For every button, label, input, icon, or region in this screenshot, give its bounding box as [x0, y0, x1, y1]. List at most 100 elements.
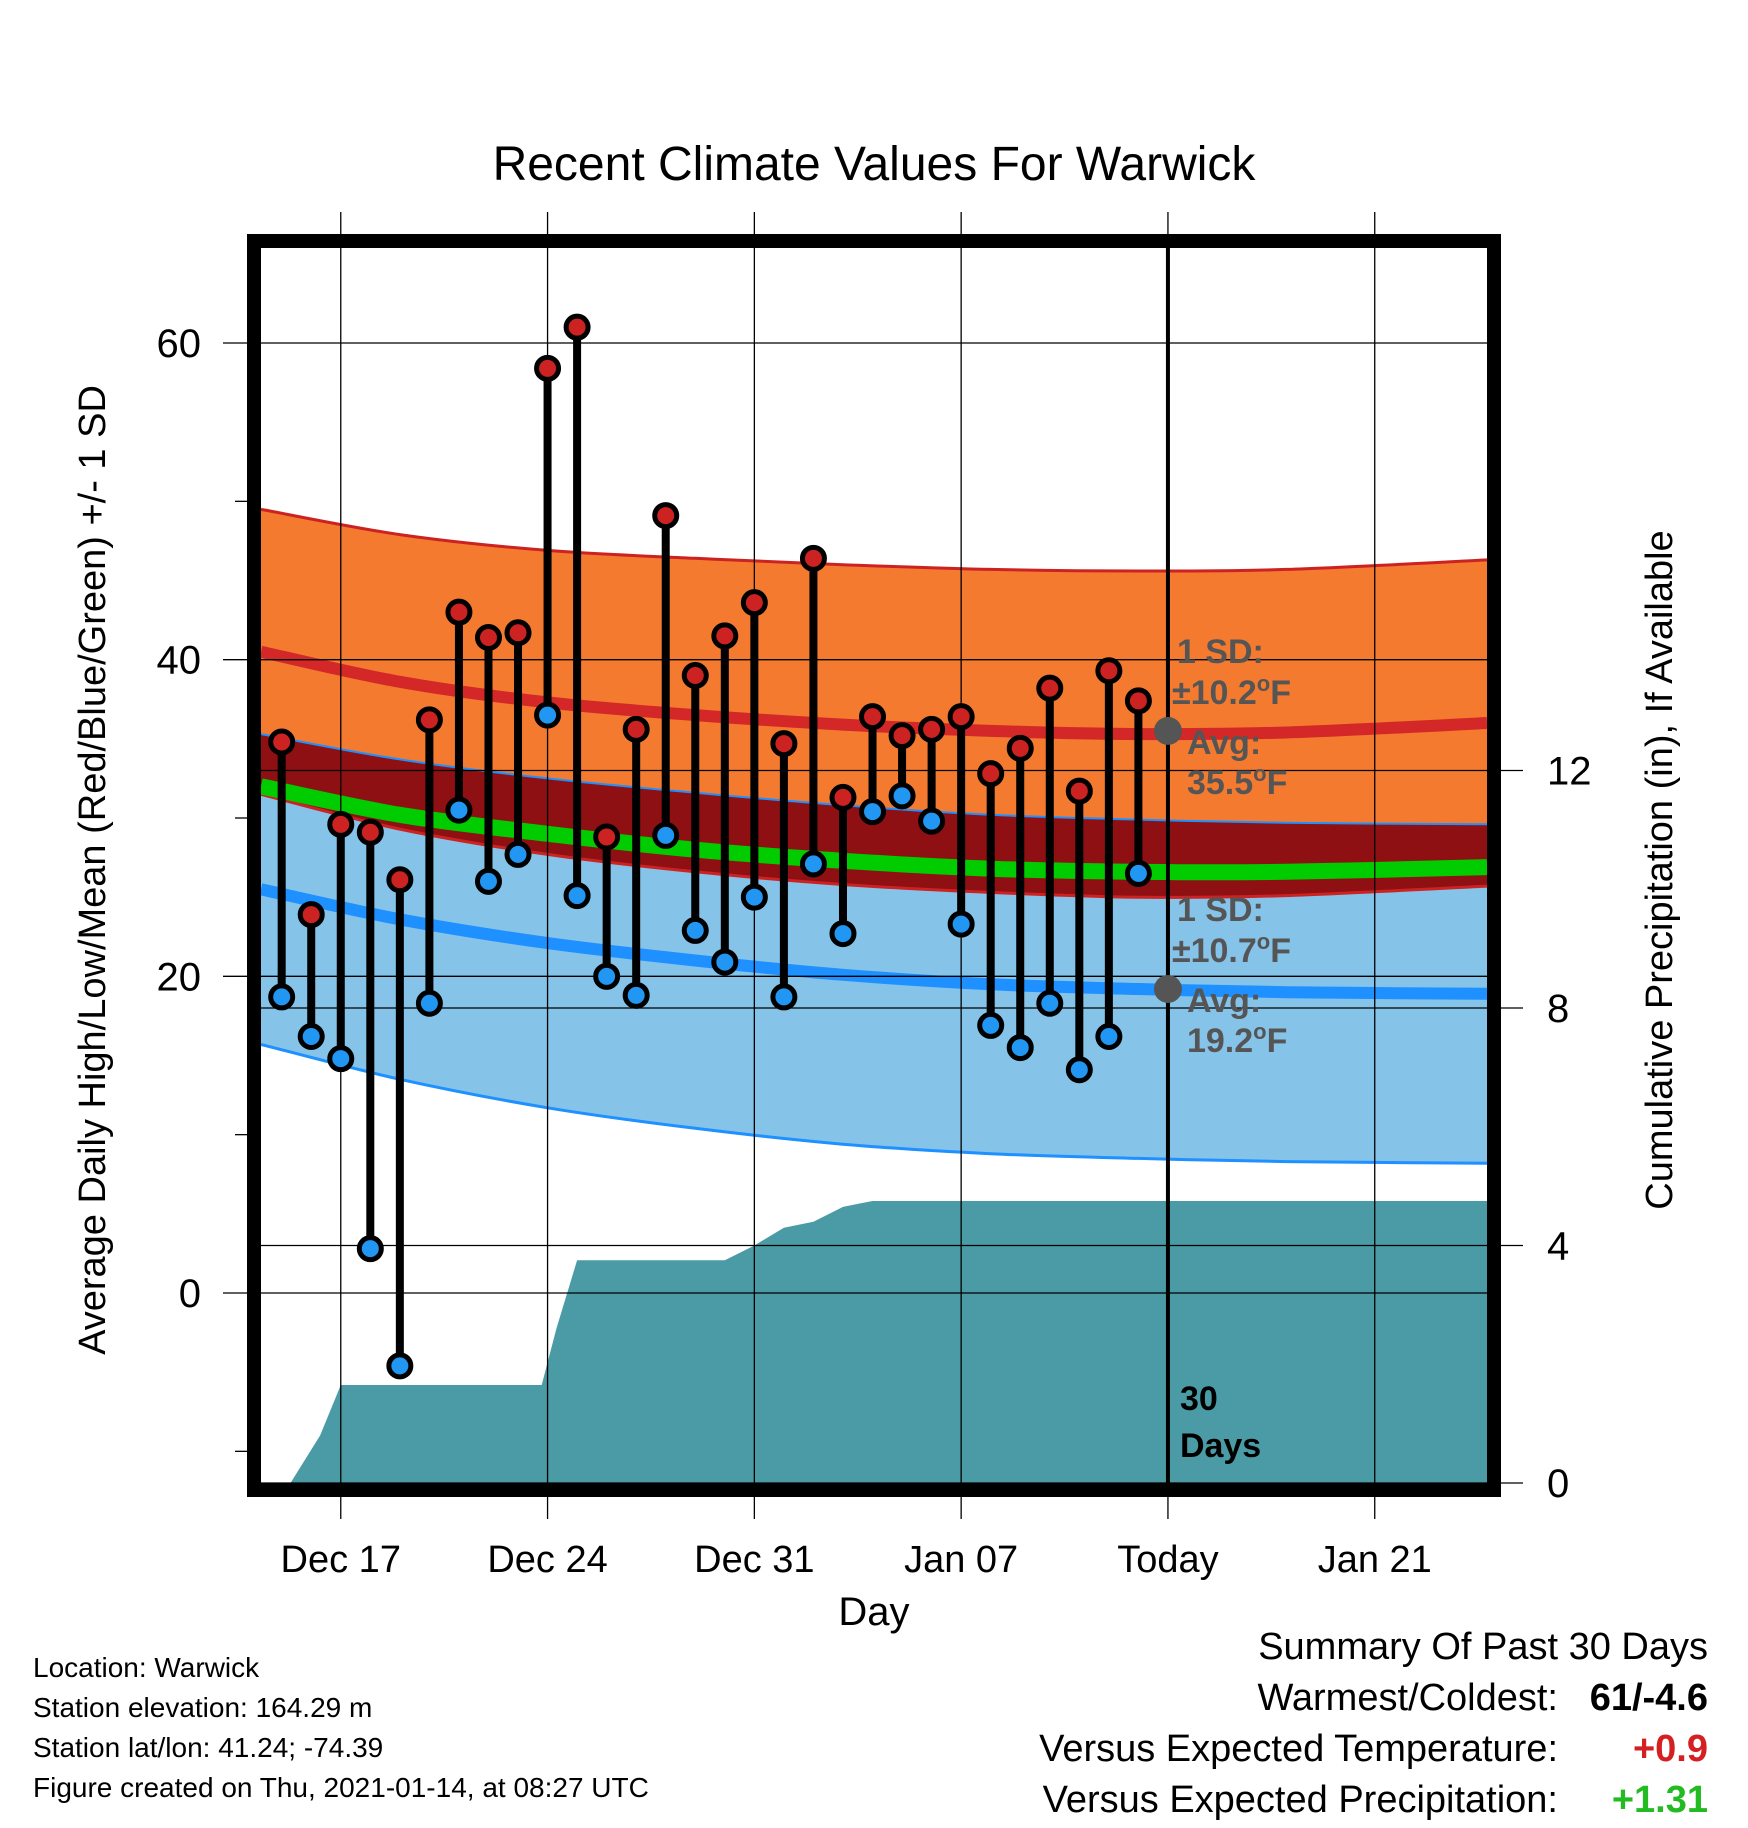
- high-sd-value: ±10.2oF: [1172, 671, 1291, 712]
- today-label-line2: Days: [1180, 1427, 1261, 1465]
- x-tick-label: Dec 24: [487, 1539, 607, 1581]
- low-point: [799, 850, 827, 878]
- high-point: [977, 760, 1005, 788]
- high-point: [681, 662, 709, 689]
- low-point: [445, 796, 473, 824]
- y2-tick-label: 0: [1547, 1462, 1569, 1506]
- y2-tick-label: 12: [1547, 750, 1592, 794]
- info-created: Figure created on Thu, 2021-01-14, at 08…: [33, 1772, 649, 1803]
- high-point: [327, 810, 355, 838]
- high-point: [534, 354, 562, 382]
- y-axis-title: Average Daily High/Low/Mean (Red/Blue/Gr…: [72, 385, 114, 1355]
- low-point: [504, 840, 532, 868]
- low-point: [1065, 1056, 1093, 1084]
- low-point: [977, 1011, 1005, 1039]
- y2-tick-label: 4: [1547, 1225, 1569, 1269]
- low-point: [534, 701, 562, 729]
- low-point: [829, 920, 857, 948]
- high-point: [445, 598, 473, 626]
- summary-panel: Summary Of Past 30 Days Warmest/Coldest:…: [1039, 1622, 1708, 1826]
- x-tick-label: Dec 17: [281, 1539, 401, 1581]
- high-point: [593, 823, 621, 851]
- high-point: [297, 901, 325, 929]
- y-tick-label: 60: [157, 322, 202, 366]
- low-sd-title: 1 SD:: [1177, 891, 1264, 929]
- low-point: [386, 1352, 414, 1380]
- low-point: [711, 948, 739, 976]
- high-point: [356, 818, 384, 846]
- plot-area: [261, 248, 1487, 1483]
- low-point: [652, 821, 680, 849]
- high-avg-value: 35.5oF: [1187, 761, 1287, 802]
- high-sd-lower-edge: [261, 792, 1487, 899]
- high-point: [652, 502, 680, 530]
- low-point: [740, 883, 768, 911]
- high-point: [1006, 734, 1034, 762]
- high-point: [1124, 687, 1152, 715]
- summary-temp-row: Versus Expected Temperature: +0.9: [1039, 1724, 1708, 1775]
- high-point: [415, 706, 443, 734]
- x-tick-label: Dec 31: [694, 1539, 814, 1581]
- low-sd-value: ±10.7oF: [1172, 929, 1291, 970]
- chart-title: Recent Climate Values For Warwick: [493, 138, 1257, 191]
- low-point: [474, 867, 502, 895]
- high-point: [386, 866, 414, 894]
- info-elevation: Station elevation: 164.29 m: [33, 1692, 373, 1723]
- high-point: [711, 622, 739, 650]
- high-avg-title: Avg:: [1187, 724, 1261, 762]
- low-point: [622, 981, 650, 1009]
- low-point: [563, 882, 591, 910]
- low-avg-dot: [1153, 975, 1182, 1003]
- low-point: [1036, 989, 1064, 1017]
- low-point: [356, 1235, 384, 1263]
- summary-temp-value: +0.9: [1632, 1728, 1708, 1770]
- low-point: [1095, 1023, 1123, 1050]
- summary-warmest-row: Warmest/Coldest: 61/-4.6: [1039, 1673, 1708, 1724]
- low-point: [681, 916, 709, 944]
- high-point: [1095, 657, 1123, 685]
- precipitation-area: [261, 1201, 1487, 1483]
- low-avg-value: 19.2oF: [1187, 1019, 1287, 1060]
- high-point: [504, 619, 532, 647]
- x-axis-title: Day: [838, 1590, 909, 1634]
- high-point: [1065, 777, 1093, 805]
- today-label-line1: 30: [1180, 1380, 1218, 1418]
- high-point: [770, 730, 798, 758]
- high-point: [918, 715, 946, 743]
- high-point: [829, 783, 857, 811]
- high-avg-dot: [1153, 716, 1182, 745]
- high-point: [268, 728, 296, 756]
- x-tick-label: Jan 07: [904, 1539, 1018, 1581]
- high-point: [622, 715, 650, 743]
- low-point: [770, 983, 798, 1011]
- data-points: [268, 313, 1152, 1380]
- low-point: [593, 962, 621, 990]
- low-point: [297, 1023, 325, 1050]
- low-point: [415, 989, 443, 1017]
- summary-temp-label: Versus Expected Temperature:: [1039, 1728, 1558, 1770]
- high-point: [947, 703, 975, 731]
- high-point: [859, 703, 887, 731]
- normal-low-line: [261, 883, 1487, 1000]
- low-point: [947, 910, 975, 938]
- high-point: [474, 624, 502, 651]
- low-point: [1124, 859, 1152, 887]
- high-point: [888, 722, 916, 750]
- y2-axis-title: Cumulative Precipitation (in), If Availa…: [1639, 530, 1681, 1209]
- summary-warmest-value: 61/-4.6: [1589, 1677, 1708, 1719]
- high-point: [1036, 674, 1064, 702]
- high-point: [563, 313, 591, 341]
- y-tick-label: 20: [157, 955, 202, 999]
- low-point: [327, 1045, 355, 1073]
- low-point: [268, 983, 296, 1011]
- y-tick-label: 40: [157, 639, 202, 683]
- summary-precip-row: Versus Expected Precipitation: +1.31: [1039, 1775, 1708, 1826]
- low-point: [888, 782, 916, 810]
- low-sd-lower-edge: [261, 1042, 1487, 1165]
- x-tick-label: Jan 21: [1318, 1539, 1432, 1581]
- y-tick-label: 0: [179, 1272, 201, 1316]
- summary-precip-value: +1.31: [1611, 1779, 1708, 1821]
- low-point: [859, 798, 887, 826]
